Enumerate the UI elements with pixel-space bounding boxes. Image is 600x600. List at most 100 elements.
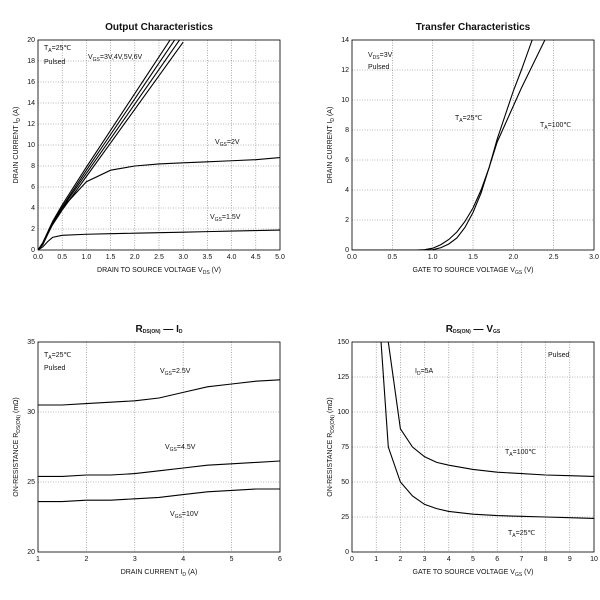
subscript: A [512,533,516,539]
x-tick-label: 6 [495,556,499,563]
text-part: Pulsed [44,59,66,66]
subscript: GS [165,371,173,377]
annotation: TA=100℃ [540,122,571,131]
subscript: DS(ON) [143,329,161,335]
subscript: D [179,329,183,335]
y-tick-label: 18 [27,58,35,65]
subscript: A [459,118,463,124]
text-part: =25℃ [52,352,72,359]
x-axis-label: DRAIN TO SOURCE VOLTAGE VDS (V) [97,267,221,276]
text-part: T [44,352,49,359]
text-part: =100℃ [548,122,572,129]
x-tick-label: 3.5 [203,254,213,261]
y-tick-label: 14 [341,37,349,44]
annotation: VGS=4.5V [165,444,196,453]
annotation: Pulsed [44,365,66,372]
subscript: GS [215,217,223,223]
y-tick-label: 100 [337,409,349,416]
subscript: DS(ON) [16,415,22,433]
text-part: Transfer Characteristics [416,22,531,33]
annotation: VGS=1.5V [210,214,241,223]
text-part: (V) [210,267,221,274]
x-tick-label: 3.0 [589,254,599,261]
curve [352,40,546,250]
subscript: GS [170,447,178,453]
chart-title: Transfer Characteristics [416,22,531,33]
annotation: Pulsed [368,64,390,71]
x-tick-label: 1.0 [428,254,438,261]
y-axis-label: DRAIN CURRENT ID (A) [327,107,336,184]
x-tick-label: 1.5 [468,254,478,261]
text-part: (V) [522,569,533,576]
y-tick-label: 20 [27,37,35,44]
text-part: (mΩ) [13,397,20,415]
chart-panel: Transfer Characteristics 0.0 0.5 1.0 1.5 2.0 2… [327,22,599,277]
text-part: V [160,368,165,375]
text-part: =10V [182,511,199,518]
text-part: DRAIN CURRENT I [121,569,183,576]
text-part: =2.5V [172,368,191,375]
y-tick-label: 4 [31,205,35,212]
text-part: V [165,444,170,451]
x-tick-label: 3 [133,556,137,563]
text-part: =2V [227,139,240,146]
text-part: Pulsed [44,365,66,372]
subscript: GS [493,329,501,335]
subscript: DS(ON) [453,329,471,335]
text-part: (A) [186,569,197,576]
text-part: — I [161,324,180,335]
annotation: TA=25℃ [508,530,535,539]
text-part: =3V,4V,5V,6V [100,54,143,61]
subscript: GS [93,57,101,63]
text-part: V [170,511,175,518]
x-tick-label: 1 [36,556,40,563]
text-part: DRAIN CURRENT I [327,122,334,184]
curve [38,379,280,406]
y-tick-label: 14 [27,100,35,107]
text-part: Pulsed [368,64,390,71]
text-part: =25℃ [463,115,483,122]
annotation: TA=100℃ [505,449,536,458]
x-tick-label: 2.0 [508,254,518,261]
x-tick-label: 2 [398,556,402,563]
y-tick-label: 4 [345,187,349,194]
plot-frame [351,39,595,251]
y-tick-label: 8 [31,163,35,170]
x-tick-label: 0.0 [347,254,357,261]
y-axis-label: ON-RESISTANCE RDS(ON) (mΩ) [327,397,336,497]
text-part: T [505,449,510,456]
curve [352,40,533,250]
x-tick-label: 2.5 [549,254,559,261]
text-part: =4.5V [177,444,196,451]
subscript: A [48,48,52,54]
x-tick-label: 8 [544,556,548,563]
x-tick-label: 5 [471,556,475,563]
text-part: (A) [13,107,20,118]
y-tick-label: 8 [345,127,349,134]
x-tick-label: 0 [350,556,354,563]
x-axis-label: GATE TO SOURCE VOLTAGE VGS (V) [413,267,534,276]
annotation: Pulsed [548,352,570,359]
annotation: VGS=10V [170,511,199,520]
x-tick-label: 5 [230,556,234,563]
text-part: V [210,214,215,221]
x-tick-label: 2.5 [154,254,164,261]
plot-frame [37,39,281,251]
x-tick-label: 1 [374,556,378,563]
subscript: D [417,371,421,377]
y-tick-label: 6 [31,184,35,191]
text-part: ON-RESISTANCE R [327,433,334,497]
y-tick-label: 0 [31,247,35,254]
y-tick-label: 0 [345,247,349,254]
subscript: DS(ON) [330,415,336,433]
x-tick-label: 4 [447,556,451,563]
text-part: =5A [421,368,434,375]
y-tick-label: 10 [27,142,35,149]
x-tick-label: 9 [568,556,572,563]
y-tick-label: 16 [27,79,35,86]
curve [38,157,280,250]
x-tick-label: 2 [84,556,88,563]
x-tick-label: 0.0 [33,254,43,261]
curve [38,229,280,250]
